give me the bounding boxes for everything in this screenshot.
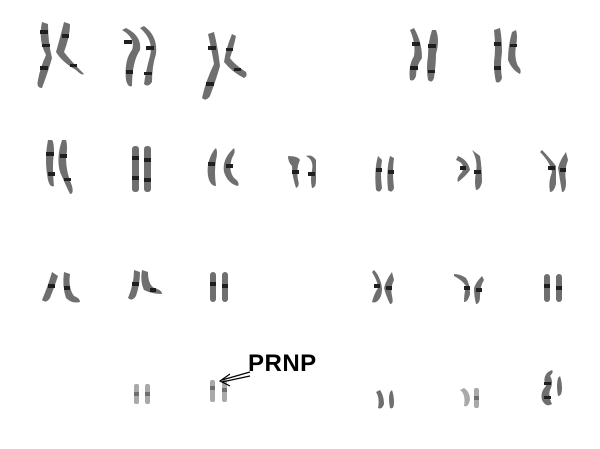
chromosome-pair-3 — [202, 32, 247, 100]
chromosome-pair-6 — [46, 140, 73, 194]
chromosome-pair-19 — [134, 384, 150, 404]
chromosome-pair-14 — [128, 270, 162, 300]
chromosome-pair-17 — [454, 274, 484, 304]
chromosome-pair-21 — [376, 390, 394, 409]
gene-label: PRNP — [248, 350, 317, 377]
chromosome-pair-10 — [375, 156, 394, 192]
chromosome-pair-12 — [540, 150, 568, 192]
chromosome-pair-7 — [132, 146, 151, 192]
chromosome-sex-pair — [541, 370, 562, 406]
arrow-icon — [218, 371, 251, 387]
chromosome-pair-2 — [122, 26, 157, 87]
chromosome-pair-18 — [544, 274, 562, 302]
chromosome-pair-5 — [494, 28, 521, 83]
chromosome-pair-15 — [210, 272, 228, 302]
chromosome-pair-13 — [42, 272, 80, 303]
chromosome-pair-8 — [207, 148, 239, 186]
chromosome-pair-9 — [288, 155, 316, 188]
chromosome-pair-22 — [460, 388, 479, 408]
chromosome-pair-11 — [456, 150, 482, 190]
chromosome-pair-16 — [372, 270, 394, 304]
chromosome-pair-20 — [210, 380, 227, 402]
chromosome-pair-1 — [37, 22, 84, 88]
chromosome-pair-4 — [409, 28, 438, 82]
